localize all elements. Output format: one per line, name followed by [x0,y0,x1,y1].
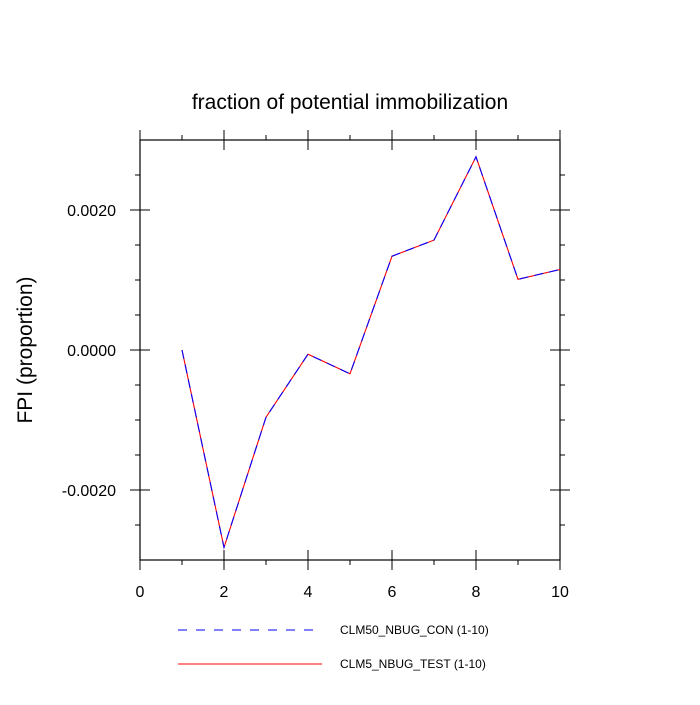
x-tick-label: 10 [551,584,569,601]
legend-label-series-0: CLM50_NBUG_CON (1-10) [340,623,489,637]
y-tick-label: 0.0020 [67,203,116,220]
x-tick-label: 4 [304,584,313,601]
legend-label-series-1: CLM5_NBUG_TEST (1-10) [340,657,486,671]
plot-frame [139,139,561,561]
chart-title: fraction of potential immobilization [192,91,508,114]
x-tick-label: 0 [136,584,145,601]
series-line-1 [181,155,561,550]
y-tick-label: -0.0020 [62,483,116,500]
x-tick-label: 6 [388,584,397,601]
x-tick-label: 2 [220,584,229,601]
legend: CLM50_NBUG_CON (1-10) CLM5_NBUG_TEST (1-… [178,623,489,671]
series-line-0 [181,155,561,550]
series-lines [181,155,561,550]
x-tick-label: 8 [472,584,481,601]
y-tick-label: 0.0000 [67,343,116,360]
ticks: 0 2 4 6 8 10 -0.0020 0.0000 0.0020 [62,130,570,601]
y-axis-label: FPI (proportion) [14,276,37,423]
